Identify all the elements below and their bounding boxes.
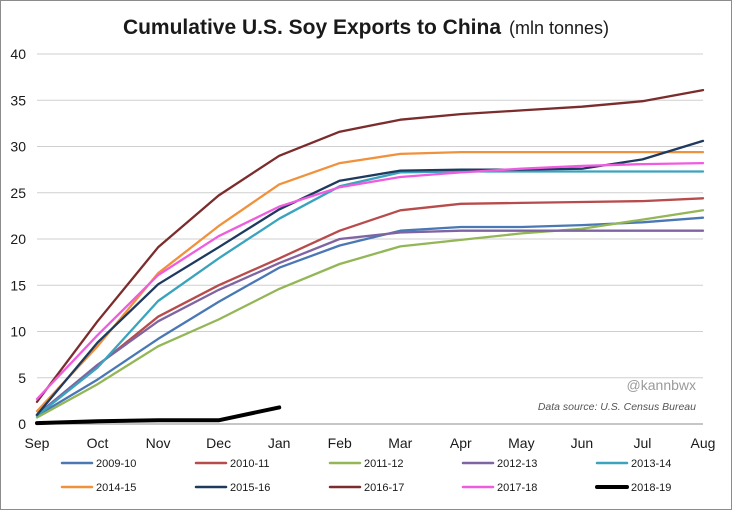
legend-label: 2014-15 (96, 482, 136, 494)
x-tick-label: Nov (146, 435, 171, 451)
x-tick-label: Feb (328, 435, 352, 451)
x-axis-ticks: Sep Oct Nov Dec Jan Feb Mar Apr May Jun Jul Aug (25, 435, 716, 451)
series-line-2013-14 (35, 170, 705, 417)
legend-label: 2011-12 (364, 458, 404, 470)
series-lines (35, 88, 705, 426)
chart-title: Cumulative U.S. Soy Exports to China (123, 16, 501, 39)
x-tick-label: Jul (634, 435, 652, 451)
y-axis-ticks: 0 5 10 15 20 25 30 35 40 (10, 46, 26, 432)
series-line-2017-18 (35, 161, 705, 401)
y-tick-label: 5 (18, 370, 26, 386)
series-line-2012-13 (35, 229, 705, 416)
x-tick-label: Aug (691, 435, 716, 451)
series-line-2015-16 (35, 139, 705, 416)
legend-label: 2015-16 (230, 482, 270, 494)
x-tick-label: Dec (206, 435, 231, 451)
source-label: Data source: U.S. Census Bureau (538, 401, 696, 413)
x-tick-label: Jun (571, 435, 594, 451)
series-line-2014-15 (35, 150, 705, 413)
legend-label: 2010-11 (230, 458, 270, 470)
chart-title-group: Cumulative U.S. Soy Exports to China (mln… (123, 16, 609, 39)
y-tick-label: 20 (10, 231, 26, 247)
y-tick-label: 35 (10, 92, 26, 108)
series-line-2009-10 (35, 216, 705, 417)
credit-label: @kannbwx (627, 377, 696, 393)
series-line-2011-12 (35, 209, 705, 419)
x-tick-label: Jan (268, 435, 291, 451)
y-tick-label: 40 (10, 46, 26, 62)
y-tick-label: 0 (18, 416, 26, 432)
x-tick-label: Mar (388, 435, 412, 451)
gridlines (37, 53, 703, 425)
series-line-2018-19 (35, 405, 282, 426)
legend: 2009-10 2010-11 2011-12 2012-13 2013-14 2014-… (60, 458, 671, 494)
chart-subtitle: (mln tonnes) (509, 18, 609, 38)
legend-label: 2013-14 (631, 458, 671, 470)
x-tick-label: Apr (450, 435, 472, 451)
series-line-2016-17 (35, 88, 705, 403)
x-tick-label: Oct (87, 435, 109, 451)
x-tick-label: May (508, 435, 534, 451)
series-line-2010-11 (35, 197, 705, 417)
legend-label: 2017-18 (497, 482, 537, 494)
legend-label: 2012-13 (497, 458, 537, 470)
legend-label: 2018-19 (631, 482, 671, 494)
x-tick-label: Sep (25, 435, 50, 451)
y-tick-label: 30 (10, 139, 26, 155)
y-tick-label: 10 (10, 324, 26, 340)
y-tick-label: 15 (10, 277, 26, 293)
legend-label: 2009-10 (96, 458, 136, 470)
y-tick-label: 25 (10, 185, 26, 201)
legend-label: 2016-17 (364, 482, 404, 494)
